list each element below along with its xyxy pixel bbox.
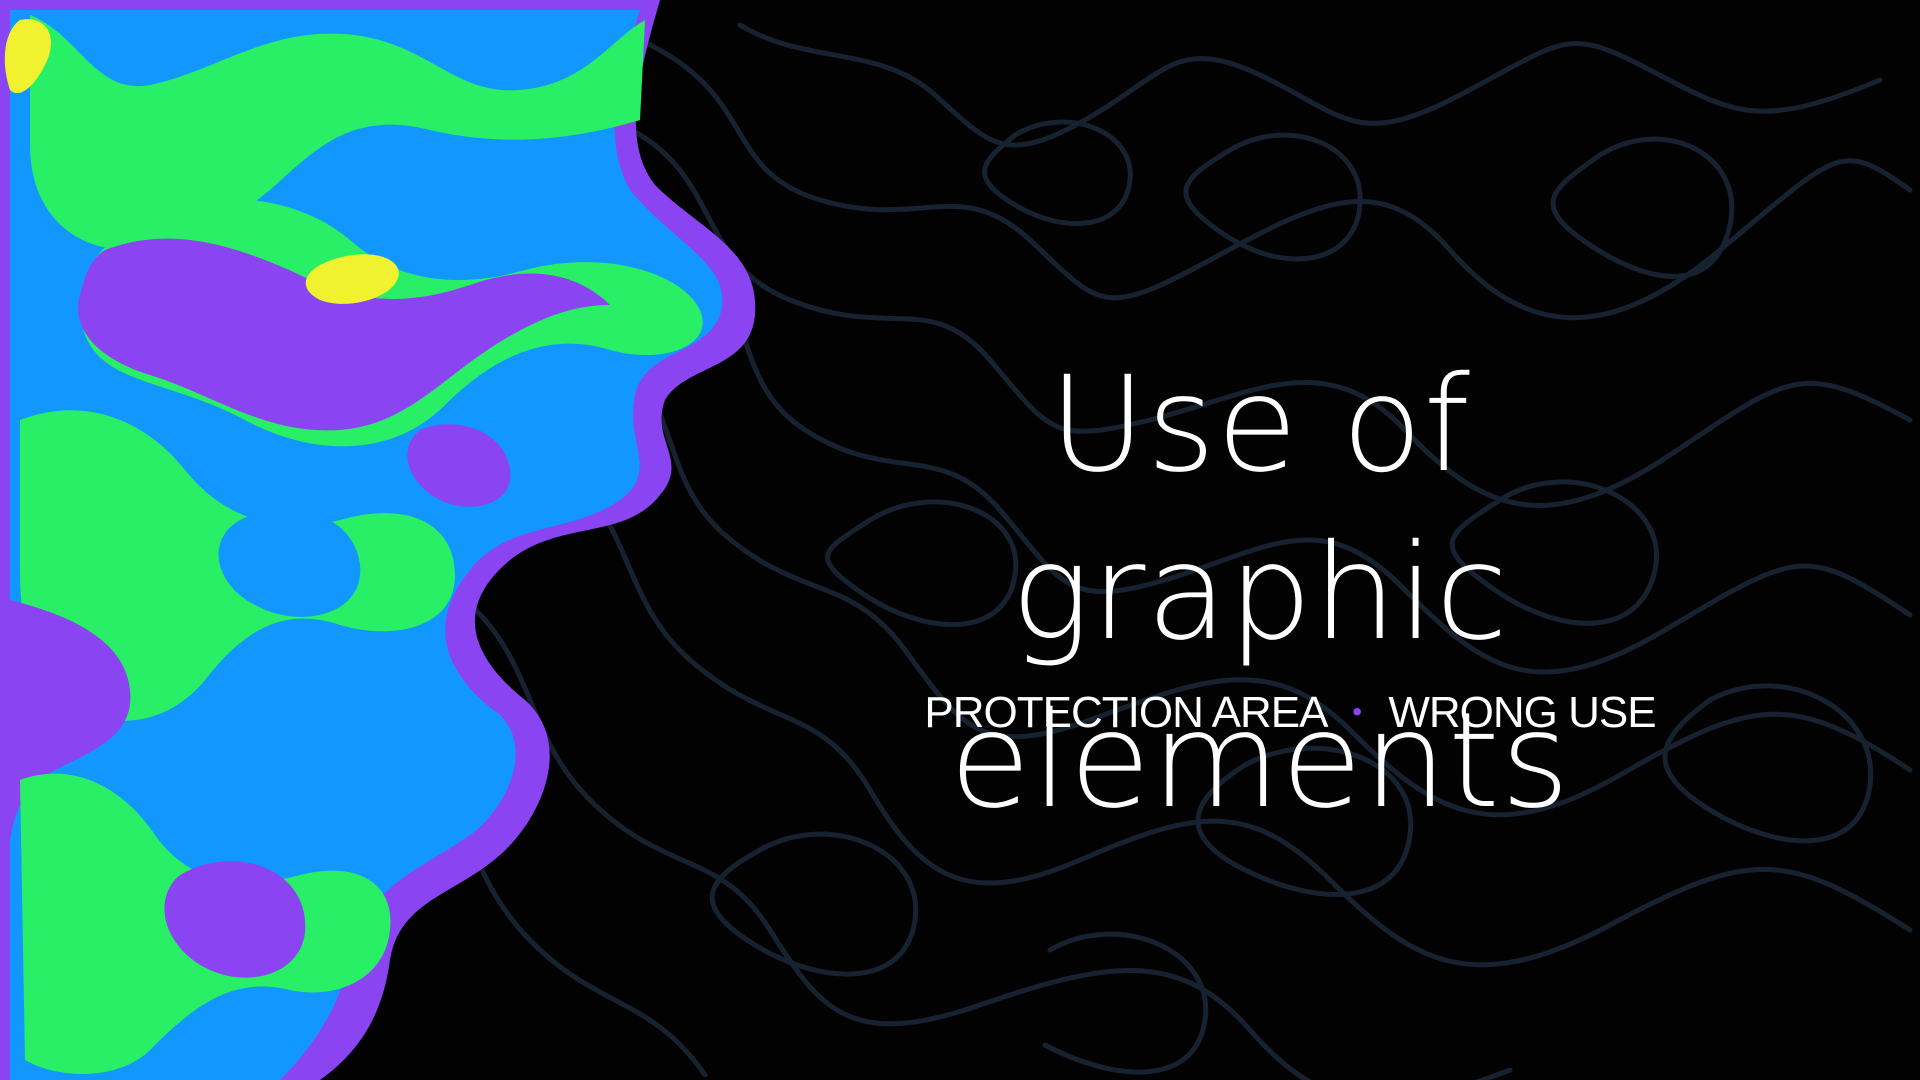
liquid-blue-spot: [218, 509, 361, 617]
slide-subtitle: PROTECTION AREA • WRONG USE: [860, 686, 1720, 739]
liquid-purple-spot: [164, 861, 306, 978]
separator-dot-icon: •: [1352, 696, 1362, 727]
liquid-yellow-accent: [305, 254, 399, 304]
subtitle-protection-area: PROTECTION AREA: [924, 688, 1326, 737]
slide-title: Use of graphic elements: [690, 341, 1830, 845]
liquid-green-swirl: [30, 15, 645, 250]
liquid-yellow-top: [4, 19, 51, 94]
liquid-purple-curve: [407, 424, 511, 507]
liquid-purple-band: [78, 238, 610, 431]
title-line-1: Use of: [1049, 348, 1471, 503]
title-line-2: graphic elements: [949, 516, 1571, 839]
liquid-purple-lower: [10, 600, 131, 840]
subtitle-wrong-use: WRONG USE: [1388, 688, 1656, 737]
